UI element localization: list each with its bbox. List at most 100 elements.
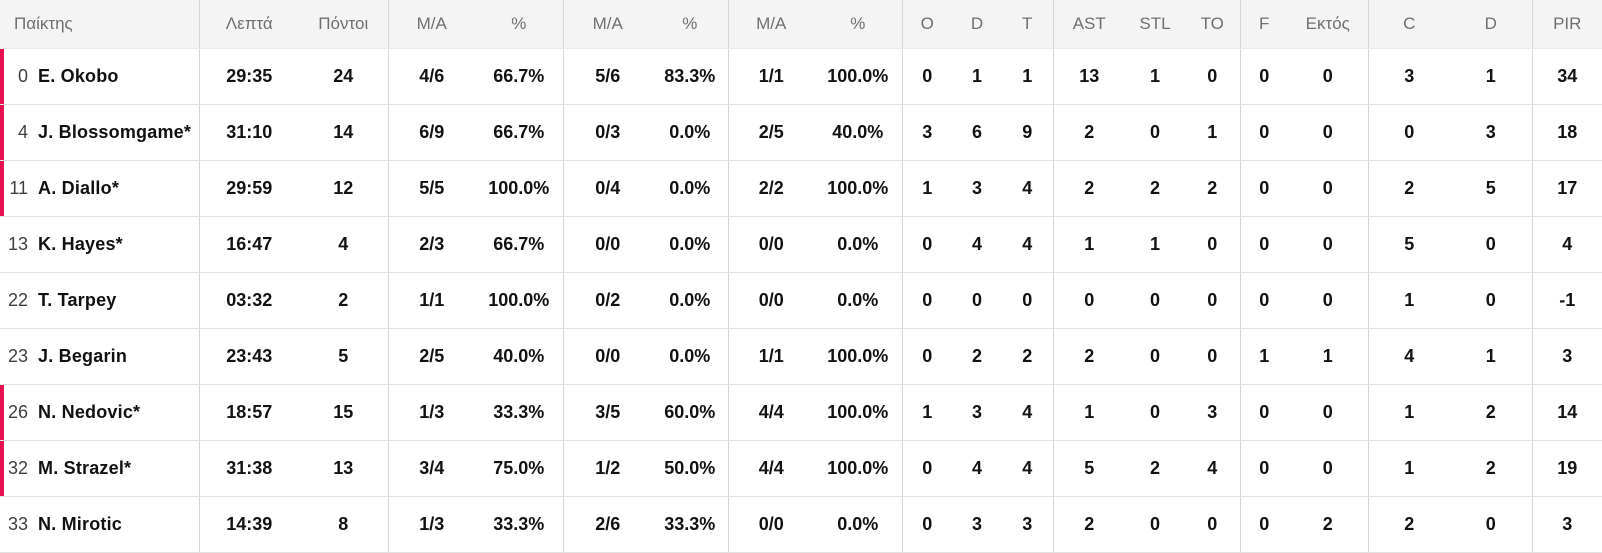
stat-ft-percent: 0.0%: [814, 216, 902, 273]
stat-minutes: 23:43: [198, 328, 299, 385]
stat-steals: 2: [1125, 440, 1185, 497]
header-ft-percent: %: [814, 0, 902, 49]
stat-ft-percent: 100.0%: [814, 48, 902, 105]
stat-d: 0: [1450, 272, 1532, 329]
stat-defensive-rebounds: 0: [952, 272, 1002, 329]
stat-d: 5: [1450, 160, 1532, 217]
stat-d: 1: [1450, 328, 1532, 385]
stat-c: 2: [1367, 496, 1450, 553]
stat-2pt-percent: 66.7%: [475, 216, 563, 273]
player-cell[interactable]: 23 J. Begarin: [0, 328, 199, 385]
stat-ft-percent: 40.0%: [814, 104, 902, 161]
stat-defensive-rebounds: 3: [952, 160, 1002, 217]
stat-offensive-rebounds: 0: [901, 272, 952, 329]
header-total-rebounds: T: [1002, 0, 1053, 49]
stat-d: 2: [1450, 440, 1532, 497]
stat-steals: 0: [1125, 384, 1185, 441]
stat-2pt-made-attempted: 2/3: [387, 216, 475, 273]
stat-3pt-made-attempted: 0/0: [562, 328, 652, 385]
stat-minutes: 16:47: [198, 216, 299, 273]
stat-3pt-percent: 50.0%: [652, 440, 728, 497]
player-row[interactable]: 23 J. Begarin 23:43 5 2/5 40.0% 0/0 0.0%…: [0, 328, 1602, 385]
player-number: 32: [7, 458, 28, 478]
player-name: J. Blossomgame*: [38, 122, 192, 142]
stat-turnovers: 0: [1185, 496, 1240, 553]
player-name: T. Tarpey: [38, 290, 117, 310]
stat-ft-percent: 100.0%: [814, 440, 902, 497]
stat-d: 0: [1450, 496, 1532, 553]
on-court-indicator: [0, 441, 4, 496]
stat-3pt-made-attempted: 0/0: [562, 216, 652, 273]
stat-pir: -1: [1531, 272, 1602, 329]
stat-offensive-rebounds: 0: [901, 328, 952, 385]
player-cell[interactable]: 13 K. Hayes*: [0, 216, 199, 273]
player-row[interactable]: 13 K. Hayes* 16:47 4 2/3 66.7% 0/0 0.0% …: [0, 216, 1602, 273]
header-minutes: Λεπτά: [198, 0, 299, 49]
stat-3pt-made-attempted: 1/2: [562, 440, 652, 497]
stat-2pt-percent: 33.3%: [475, 384, 563, 441]
stat-assists: 2: [1052, 160, 1125, 217]
stat-c: 2: [1367, 160, 1450, 217]
stat-fouls-drawn: 0: [1288, 104, 1368, 161]
player-number: 22: [7, 290, 28, 310]
player-name: A. Diallo*: [38, 178, 120, 198]
player-cell[interactable]: 11 A. Diallo*: [0, 160, 199, 217]
stat-2pt-made-attempted: 1/1: [387, 272, 475, 329]
player-cell[interactable]: 26 N. Nedovic*: [0, 384, 199, 441]
stat-fouls: 0: [1239, 48, 1288, 105]
header-c: C: [1367, 0, 1450, 49]
stat-d: 1: [1450, 48, 1532, 105]
stat-assists: 2: [1052, 328, 1125, 385]
player-row[interactable]: 32 M. Strazel* 31:38 13 3/4 75.0% 1/2 50…: [0, 440, 1602, 497]
stat-total-rebounds: 4: [1002, 216, 1053, 273]
player-number: 23: [7, 346, 28, 366]
stat-offensive-rebounds: 1: [901, 384, 952, 441]
player-cell[interactable]: 32 M. Strazel*: [0, 440, 199, 497]
player-row[interactable]: 4 J. Blossomgame* 31:10 14 6/9 66.7% 0/3…: [0, 104, 1602, 161]
stat-fouls-drawn: 0: [1288, 272, 1368, 329]
stat-ft-percent: 0.0%: [814, 272, 902, 329]
stat-fouls: 0: [1239, 496, 1288, 553]
player-cell[interactable]: 4 J. Blossomgame*: [0, 104, 199, 161]
stat-3pt-percent: 0.0%: [652, 272, 728, 329]
player-cell[interactable]: 22 T. Tarpey: [0, 272, 199, 329]
stat-c: 1: [1367, 272, 1450, 329]
player-cell[interactable]: 33 N. Mirotic: [0, 496, 199, 553]
stat-2pt-percent: 100.0%: [475, 272, 563, 329]
on-court-indicator: [0, 385, 4, 440]
player-row[interactable]: 26 N. Nedovic* 18:57 15 1/3 33.3% 3/5 60…: [0, 384, 1602, 441]
stat-3pt-percent: 0.0%: [652, 160, 728, 217]
player-row[interactable]: 0 E. Okobo 29:35 24 4/6 66.7% 5/6 83.3% …: [0, 48, 1602, 105]
player-row[interactable]: 33 N. Mirotic 14:39 8 1/3 33.3% 2/6 33.3…: [0, 496, 1602, 553]
stat-pir: 18: [1531, 104, 1602, 161]
stat-assists: 5: [1052, 440, 1125, 497]
stat-minutes: 18:57: [198, 384, 299, 441]
player-cell[interactable]: 0 E. Okobo: [0, 48, 199, 105]
stat-fouls-drawn: 0: [1288, 440, 1368, 497]
player-row[interactable]: 22 T. Tarpey 03:32 2 1/1 100.0% 0/2 0.0%…: [0, 272, 1602, 329]
stat-turnovers: 0: [1185, 48, 1240, 105]
stat-offensive-rebounds: 0: [901, 496, 952, 553]
stat-total-rebounds: 4: [1002, 384, 1053, 441]
stat-assists: 1: [1052, 384, 1125, 441]
player-row[interactable]: 11 A. Diallo* 29:59 12 5/5 100.0% 0/4 0.…: [0, 160, 1602, 217]
stat-defensive-rebounds: 4: [952, 216, 1002, 273]
stat-minutes: 14:39: [198, 496, 299, 553]
stat-pir: 34: [1531, 48, 1602, 105]
stat-3pt-percent: 0.0%: [652, 104, 728, 161]
stat-total-rebounds: 4: [1002, 440, 1053, 497]
player-number: 11: [9, 178, 28, 198]
stat-pir: 14: [1531, 384, 1602, 441]
stat-defensive-rebounds: 6: [952, 104, 1002, 161]
stat-2pt-made-attempted: 1/3: [387, 496, 475, 553]
stat-ft-percent: 100.0%: [814, 384, 902, 441]
player-number: 4: [17, 122, 28, 142]
player-number: 26: [7, 402, 28, 422]
player-number: 33: [7, 514, 28, 534]
header-pir: PIR: [1531, 0, 1602, 49]
stat-points: 14: [299, 104, 388, 161]
stat-2pt-made-attempted: 1/3: [387, 384, 475, 441]
stat-defensive-rebounds: 3: [952, 384, 1002, 441]
stat-total-rebounds: 0: [1002, 272, 1053, 329]
header-ft-made-attempted: M/A: [727, 0, 814, 49]
